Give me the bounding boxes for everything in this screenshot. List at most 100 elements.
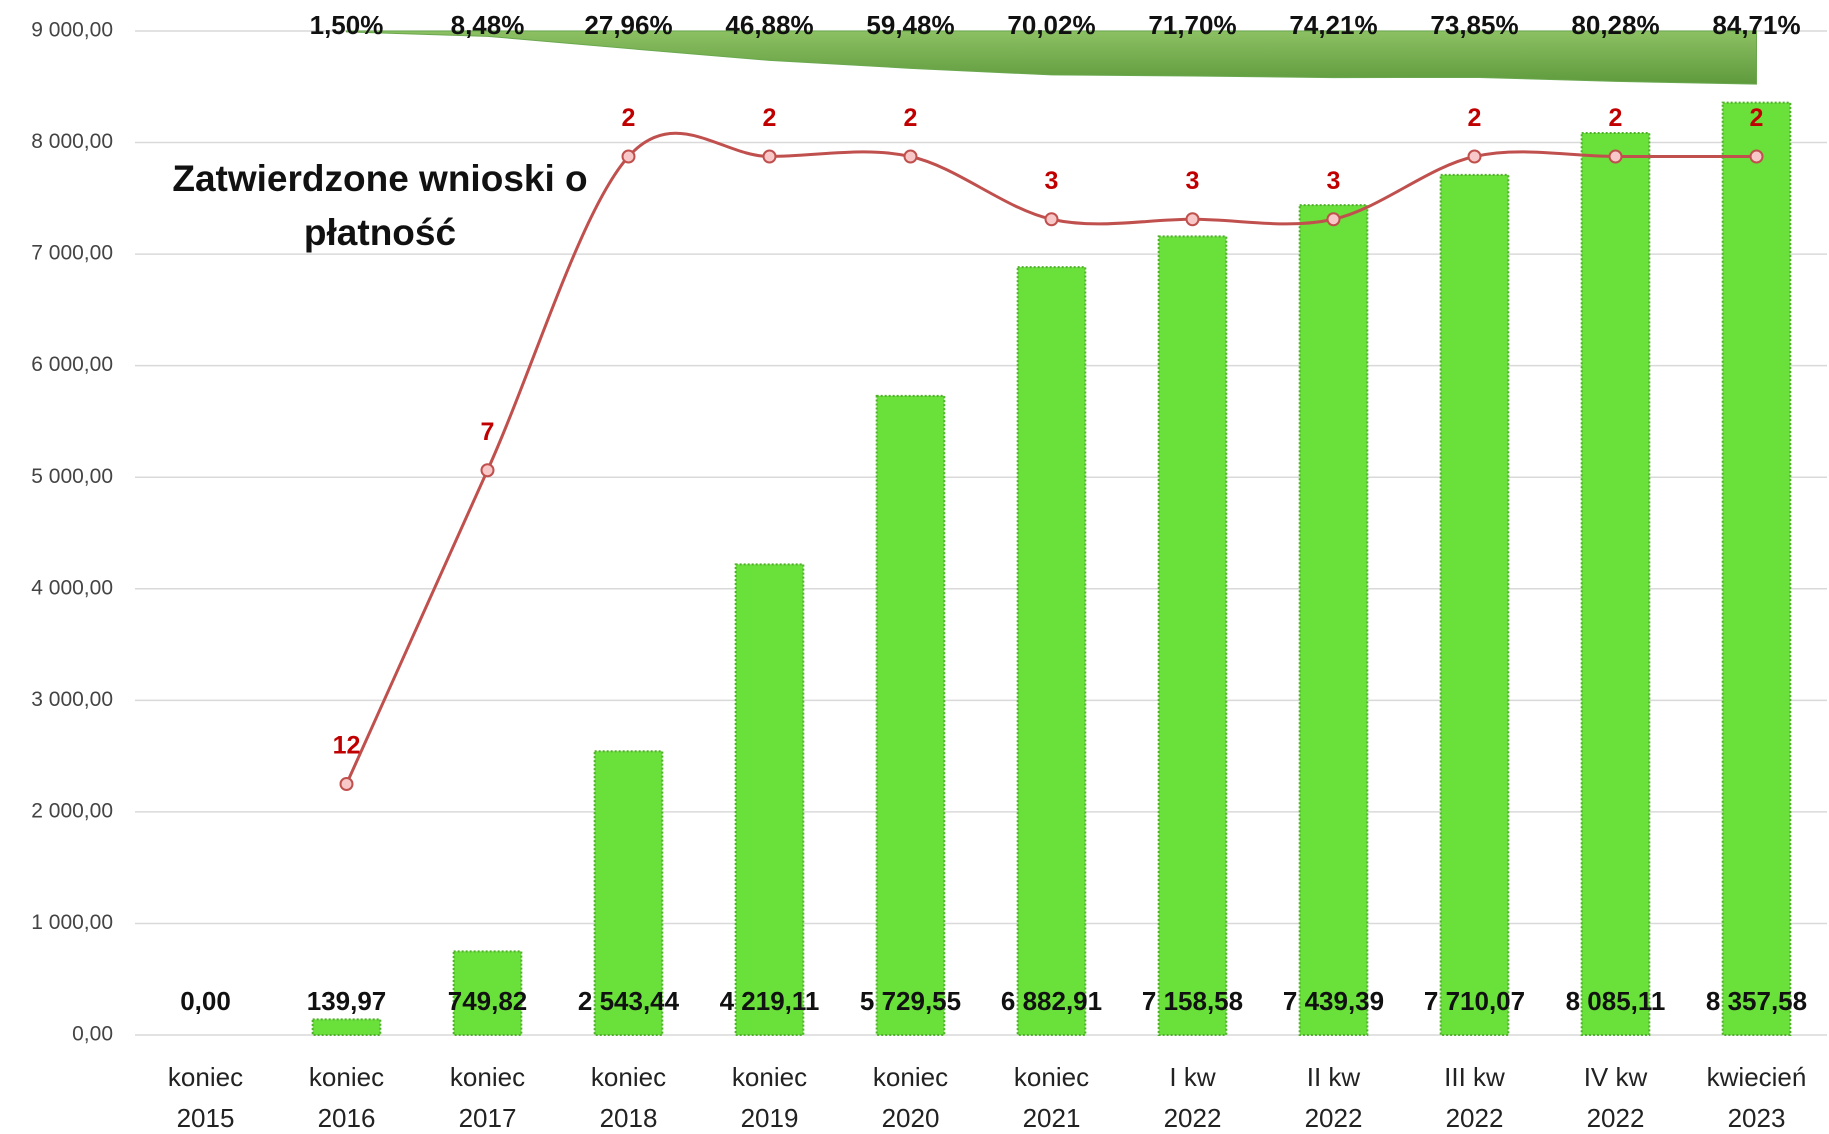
line-marker (903, 149, 918, 164)
percent-label: 71,70% (1148, 10, 1236, 40)
x-tick-label: II kw 2022 (1305, 1062, 1363, 1133)
percent-label: 8,48% (451, 10, 525, 40)
line-value-label: 2 (763, 104, 777, 132)
percent-label: 73,85% (1430, 10, 1518, 40)
x-tick-label: III kw 2022 (1444, 1062, 1505, 1133)
x-tick-line: 2022 (1446, 1103, 1504, 1133)
bar (1580, 132, 1651, 1037)
line-marker (1185, 212, 1200, 227)
x-tick-line: 2015 (177, 1103, 235, 1133)
x-tick-line: koniec (1014, 1062, 1089, 1092)
x-tick-line: 2023 (1728, 1103, 1786, 1133)
y-tick-label: 3 000,00 (31, 688, 113, 711)
bar (311, 1018, 382, 1036)
bar (1298, 204, 1369, 1036)
line-value-label: 2 (904, 104, 918, 132)
bar-value-label: 6 882,91 (1001, 986, 1102, 1016)
x-tick-line: koniec (732, 1062, 807, 1092)
line-marker (1467, 149, 1482, 164)
percent-label: 59,48% (866, 10, 954, 40)
x-tick-line: 2022 (1587, 1103, 1645, 1133)
x-tick-line: koniec (309, 1062, 384, 1092)
bar-value-label: 8 085,11 (1566, 986, 1666, 1016)
x-tick-label: koniec 2019 (732, 1062, 807, 1133)
bar-value-label: 5 729,55 (860, 986, 961, 1016)
y-tick-label: 7 000,00 (31, 242, 113, 265)
x-tick-line: II kw (1307, 1062, 1361, 1092)
y-tick-label: 9 000,00 (31, 19, 113, 42)
line-value-label: 2 (1750, 104, 1764, 132)
bar-value-label: 7 439,39 (1283, 986, 1384, 1016)
x-tick-label: koniec 2021 (1014, 1062, 1089, 1133)
x-tick-line: koniec (450, 1062, 525, 1092)
x-tick-label: koniec 2015 (168, 1062, 243, 1133)
x-tick-line: koniec (168, 1062, 243, 1092)
line-marker (339, 777, 354, 791)
line-value-label: 3 (1045, 167, 1059, 195)
percent-label: 46,88% (725, 10, 813, 40)
percent-label: 27,96% (584, 10, 672, 40)
line-marker (762, 149, 777, 164)
x-tick-line: 2019 (741, 1103, 799, 1133)
line-marker (621, 149, 636, 164)
x-tick-label: koniec 2017 (450, 1062, 525, 1133)
bar-value-label: 0,00 (180, 986, 231, 1016)
x-tick-label: IV kw 2022 (1584, 1062, 1648, 1133)
bar (1016, 266, 1087, 1036)
x-tick-label: I kw 2022 (1164, 1062, 1222, 1133)
x-tick-line: 2018 (600, 1103, 658, 1133)
bar (593, 750, 664, 1036)
bar-value-label: 139,97 (307, 986, 387, 1016)
bar (1157, 235, 1228, 1036)
line-value-label: 3 (1327, 167, 1341, 195)
line-marker (1044, 212, 1059, 227)
bar-value-label: 4 219,11 (720, 986, 820, 1016)
line-value-label: 2 (1609, 104, 1623, 132)
bar-value-label: 7 710,07 (1424, 986, 1525, 1016)
bar (734, 563, 805, 1036)
series-annotation: Zatwierdzone wnioski o płatność (172, 158, 588, 253)
line-value-label: 3 (1186, 167, 1200, 195)
y-tick-label: 0,00 (72, 1023, 113, 1046)
x-tick-line: koniec (591, 1062, 666, 1092)
percent-label: 74,21% (1289, 10, 1377, 40)
y-tick-label: 4 000,00 (31, 576, 113, 599)
x-tick-label: koniec 2018 (591, 1062, 666, 1133)
x-tick-line: 2022 (1164, 1103, 1222, 1133)
x-tick-line: III kw (1444, 1062, 1505, 1092)
line-value-label: 2 (1468, 104, 1482, 132)
x-tick-line: 2020 (882, 1103, 940, 1133)
line-value-label: 7 (481, 418, 495, 446)
line-value-label: 2 (622, 104, 636, 132)
bar-value-label: 749,82 (448, 986, 528, 1016)
x-tick-label: kwiecień 2023 (1707, 1062, 1807, 1133)
line-marker (1749, 149, 1764, 164)
x-tick-line: 2016 (318, 1103, 376, 1133)
line-marker (1608, 149, 1623, 164)
bar-value-label: 7 158,58 (1142, 986, 1243, 1016)
x-tick-label: koniec 2016 (309, 1062, 384, 1133)
y-tick-label: 6 000,00 (31, 353, 113, 376)
x-tick-line: koniec (873, 1062, 948, 1092)
x-tick-line: 2017 (459, 1103, 517, 1133)
x-tick-line: IV kw (1584, 1062, 1648, 1092)
x-tick-line: I kw (1169, 1062, 1215, 1092)
percent-label: 1,50% (310, 10, 384, 40)
line (345, 131, 1757, 785)
x-tick-line: 2021 (1023, 1103, 1081, 1133)
line-marker (1326, 212, 1341, 227)
x-tick-label: koniec 2020 (873, 1062, 948, 1133)
line-value-label: 12 (333, 732, 361, 760)
x-tick-line: 2022 (1305, 1103, 1363, 1133)
bar-value-label: 2 543,44 (578, 986, 680, 1016)
x-tick-line: kwiecień (1707, 1062, 1807, 1092)
y-tick-label: 8 000,00 (31, 130, 113, 153)
bar (1439, 173, 1510, 1036)
percent-area (346, 30, 1757, 85)
percent-label: 80,28% (1571, 10, 1659, 40)
percent-label: 70,02% (1007, 10, 1095, 40)
bar (875, 394, 946, 1036)
bar (1721, 101, 1792, 1036)
